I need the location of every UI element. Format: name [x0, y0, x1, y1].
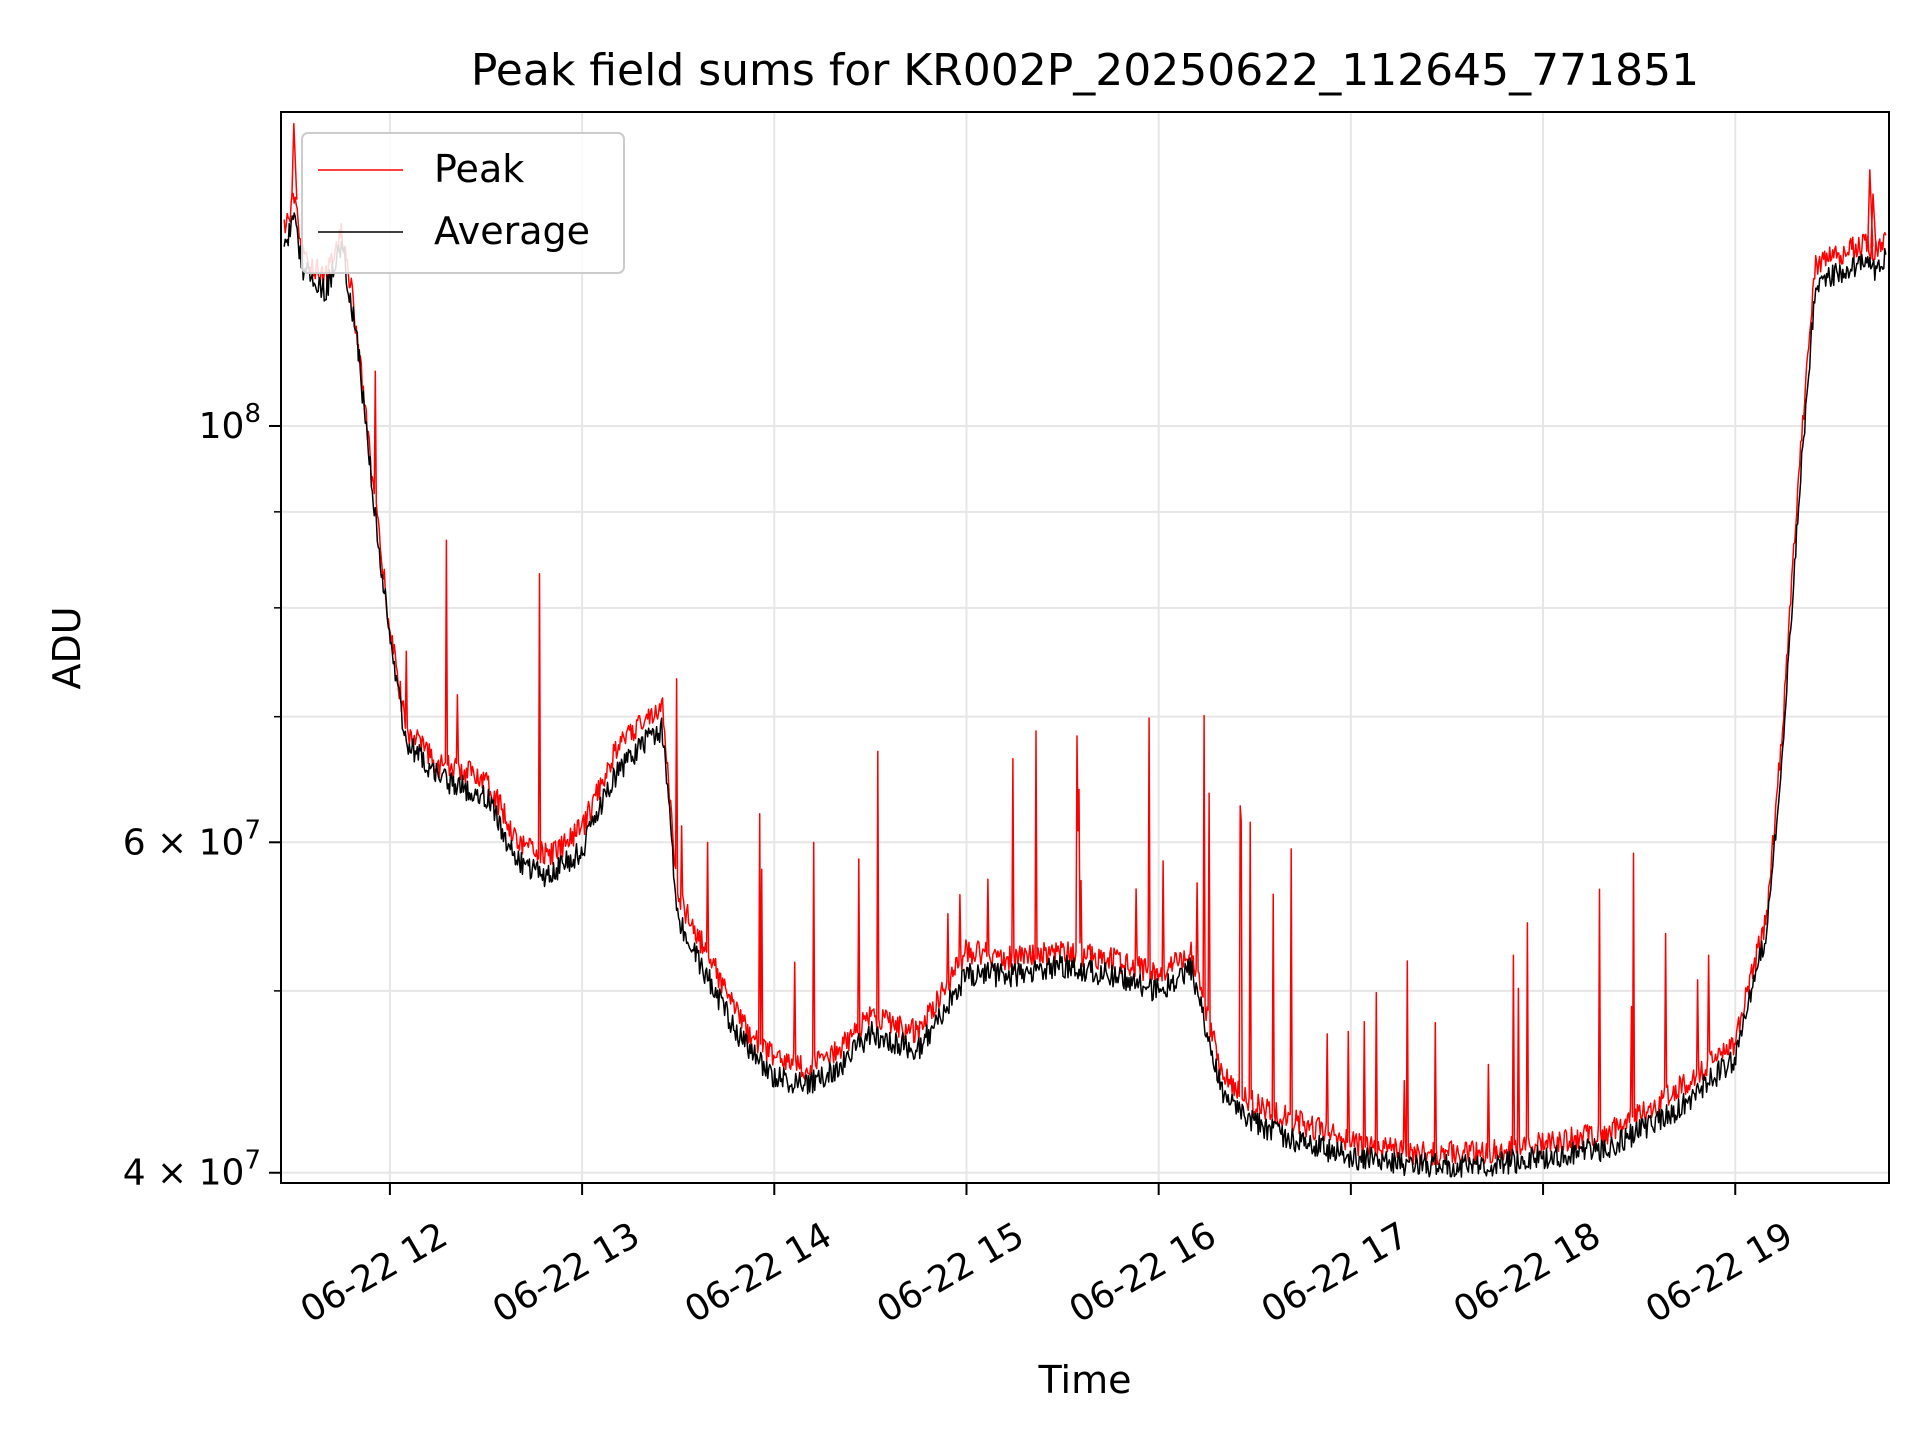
legend-average-label: Average	[434, 209, 590, 253]
legend-peak-label: Peak	[434, 147, 524, 191]
y-tick-label: 108	[199, 399, 261, 447]
average-series-line	[283, 212, 1887, 1178]
chart-title: Peak field sums for KR002P_20250622_1126…	[471, 45, 1699, 96]
y-tick-label: 4 × 107	[123, 1146, 261, 1194]
plot-frame	[280, 111, 1890, 1184]
peak-spike	[291, 123, 298, 200]
y-tick-label: 6 × 107	[123, 815, 261, 863]
peak-series-line	[283, 192, 1887, 1166]
peak-spike	[1870, 193, 1877, 249]
series-layer	[283, 123, 1887, 1178]
grid	[281, 112, 1889, 1183]
legend: Peak Average	[301, 132, 625, 274]
y-axis-label: ADU	[45, 606, 89, 689]
x-axis-label: Time	[1038, 1358, 1132, 1402]
legend-box	[301, 132, 625, 274]
